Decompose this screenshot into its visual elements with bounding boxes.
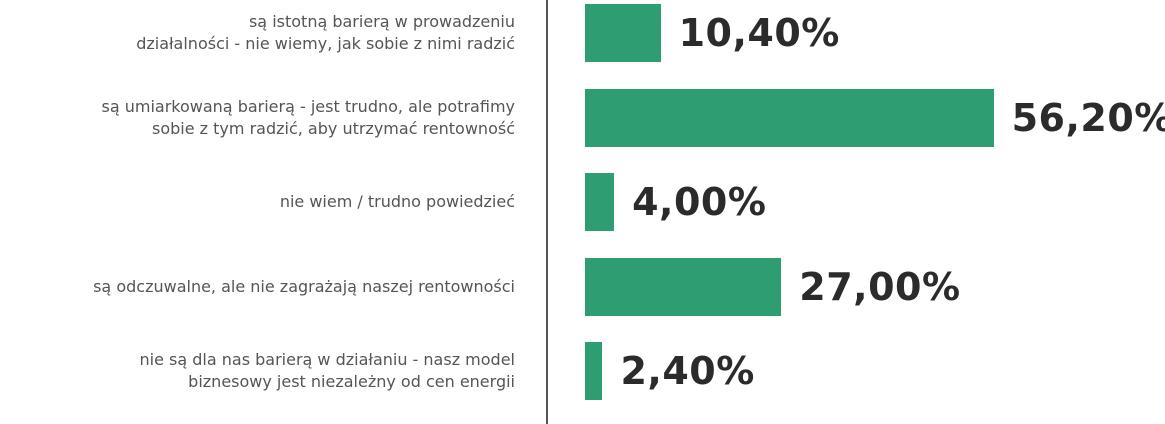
bar [585,4,661,62]
bar [585,88,994,147]
category-label: są istotną barierą w prowadzeniu działal… [136,12,515,53]
category-label: są umiarkowaną barierą - jest trudno, al… [101,96,516,138]
value-label: 27,00% [799,264,961,309]
category-label: nie są dla nas barierą w działaniu - nas… [139,350,515,391]
value-label: 56,20% [1011,95,1165,140]
value-label: 2,40% [620,349,755,393]
bar [585,173,615,231]
category-label: nie wiem / trudno powiedzieć [279,192,515,211]
axis-line [546,0,548,424]
bar [585,257,782,316]
value-label: 10,40% [678,11,840,55]
category-label: są odczuwalne, ale nie zagrażają naszej … [93,276,515,296]
value-label: 4,00% [632,180,767,224]
bar [585,342,603,400]
